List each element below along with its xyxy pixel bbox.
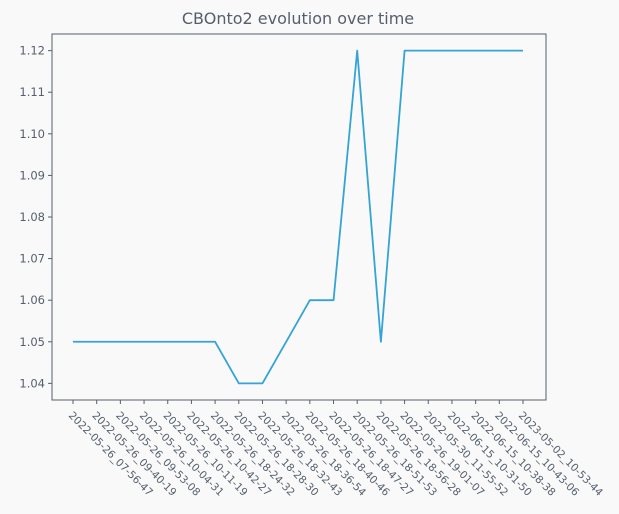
y-tick-label: 1.09	[19, 168, 45, 182]
series-layer	[73, 49, 523, 385]
y-tick-label: 1.10	[19, 127, 45, 141]
series-line-cbonto2	[73, 49, 523, 385]
x-axis: 2022-05-26_07-56-472022-05-26_09-40-1920…	[66, 400, 605, 499]
y-tick-label: 1.11	[19, 85, 45, 99]
y-tick-label: 1.08	[19, 210, 45, 224]
y-tick-label: 1.05	[19, 335, 45, 349]
y-tick-label: 1.07	[19, 252, 45, 266]
y-tick-label: 1.04	[19, 376, 45, 390]
chart-title: CBOnto2 evolution over time	[182, 9, 414, 28]
y-axis: 1.04 1.05 1.06 1.07 1.08 1.09 1.10 1.11 1.12	[19, 44, 52, 390]
y-tick-label: 1.12	[19, 44, 45, 58]
y-tick-label: 1.06	[19, 293, 45, 307]
plot-area	[51, 33, 547, 401]
